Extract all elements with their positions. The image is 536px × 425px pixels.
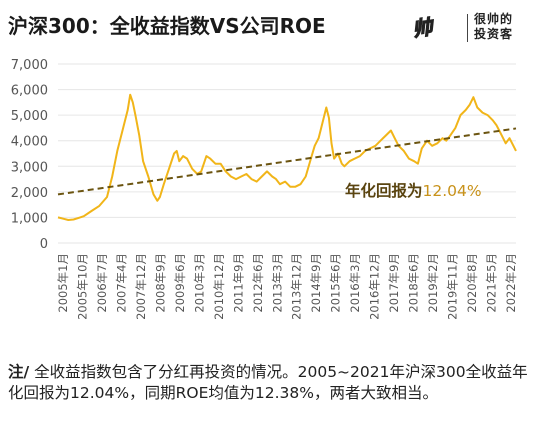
footnote: 注/ 全收益指数包含了分红再投资的情况。2005~2021年沪深300全收益年化… <box>8 362 528 404</box>
x-tick-label: 2010年3月 <box>192 253 206 313</box>
y-tick-label: 0 <box>40 237 48 252</box>
y-tick-label: 7,000 <box>11 58 48 73</box>
x-tick-label: 2017年9月 <box>387 253 401 313</box>
chart-gridlines <box>58 63 516 244</box>
annotation-label: 年化回报为12.04% <box>345 181 482 200</box>
x-tick-label: 2007年12月 <box>134 253 148 320</box>
footnote-prefix: 注/ <box>8 363 30 381</box>
x-tick-label: 2010年12月 <box>212 253 226 320</box>
trend-line <box>57 127 517 196</box>
y-tick-label: 3,000 <box>11 160 48 175</box>
chart-series <box>57 93 517 221</box>
brand-name-line2: 投资客 <box>474 27 514 41</box>
x-tick-label: 2018年6月 <box>407 253 421 313</box>
y-tick-label: 4,000 <box>11 135 48 150</box>
x-tick-label: 2016年12月 <box>368 253 382 320</box>
x-tick-label: 2022年2月 <box>504 253 518 313</box>
x-tick-label: 2019年2月 <box>426 253 440 313</box>
x-tick-label: 2013年12月 <box>290 253 304 320</box>
x-tick-label: 2011年9月 <box>231 253 245 313</box>
x-tick-label: 2016年3月 <box>348 253 362 313</box>
y-tick-label: 1,000 <box>11 211 48 226</box>
x-tick-label: 2005年10月 <box>75 253 89 320</box>
x-tick-label: 2007年4月 <box>114 253 128 313</box>
chart: 0 1,000 2,000 3,000 4,000 5,000 6,000 7,000 200… <box>11 58 518 320</box>
footnote-text: 全收益指数包含了分红再投资的情况。2005~2021年沪深300全收益年化回报为… <box>8 363 528 402</box>
x-tick-label: 2021年5月 <box>485 253 499 313</box>
y-axis: 0 1,000 2,000 3,000 4,000 5,000 6,000 7,000 <box>11 58 48 252</box>
x-tick-label: 2014年9月 <box>309 253 323 313</box>
brand-name-line1: 很帅的 <box>474 12 514 26</box>
x-tick-label: 2013年3月 <box>270 253 284 313</box>
annotation-label-text: 年化回报为 <box>345 181 423 200</box>
x-tick-label: 2012年6月 <box>251 253 265 313</box>
annotation-value: 12.04% <box>423 182 482 200</box>
x-tick-label: 2006年7月 <box>95 253 109 313</box>
x-tick-label: 2008年9月 <box>153 253 167 313</box>
page-title: 沪深300：全收益指数VS公司ROE <box>8 14 326 38</box>
chart-annotations: 年化回报为12.04% <box>345 181 482 200</box>
x-tick-label: 2019年11月 <box>446 253 460 320</box>
x-axis: 2005年1月 2005年10月 2006年7月 2007年4月 2007年12月 200… <box>56 253 518 320</box>
brand-name: 很帅的 投资客 <box>474 12 513 42</box>
brand-divider <box>467 14 468 42</box>
x-tick-label: 2020年8月 <box>465 253 479 313</box>
x-tick-label: 2009年6月 <box>173 253 187 313</box>
brand: 帅 很帅的 投资客 <box>410 8 532 48</box>
series-line-total-return-index <box>57 93 517 221</box>
y-tick-label: 6,000 <box>11 84 48 99</box>
x-tick-label: 2015年6月 <box>329 253 343 313</box>
x-tick-label: 2005年1月 <box>56 253 70 313</box>
y-tick-label: 5,000 <box>11 109 48 124</box>
y-tick-label: 2,000 <box>11 186 48 201</box>
